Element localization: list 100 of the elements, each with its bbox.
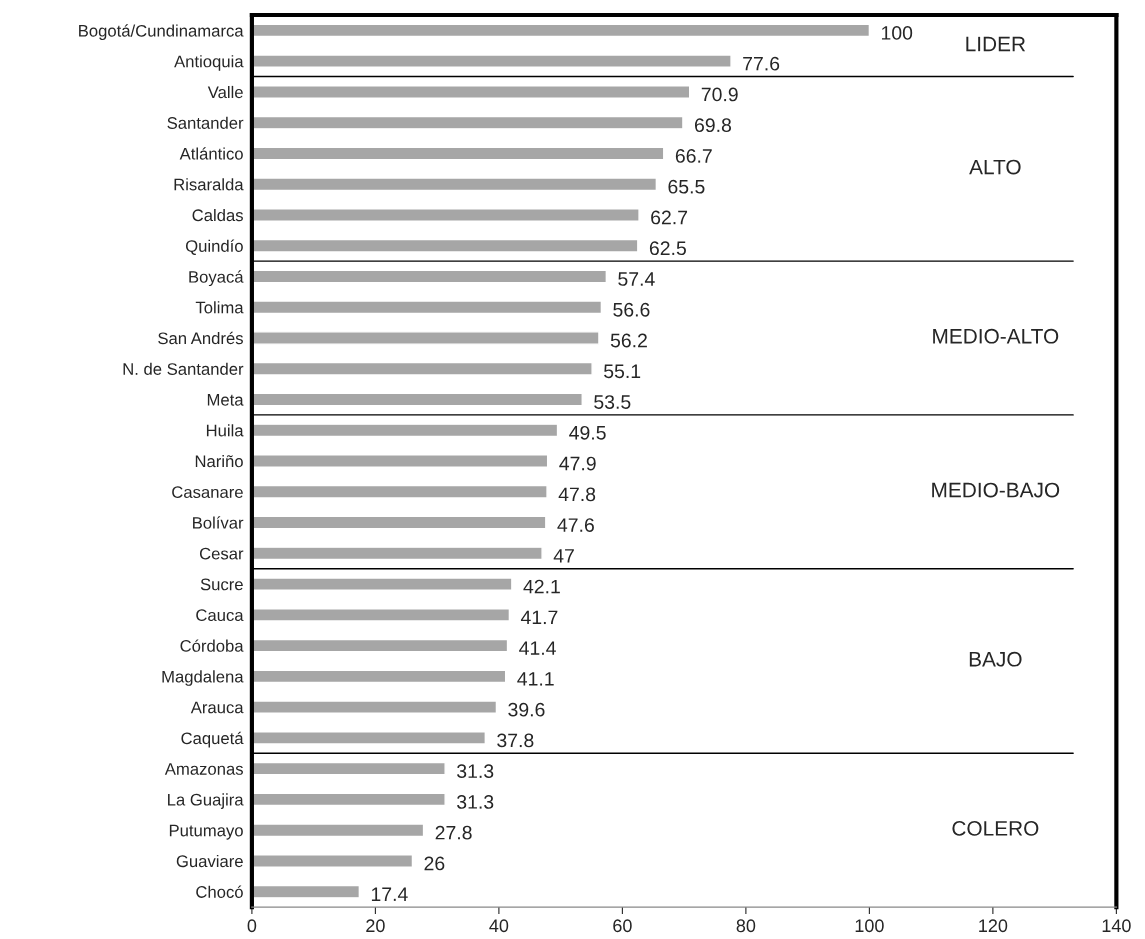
y-tick-label: Quindío bbox=[185, 239, 243, 255]
data-label: 31.3 bbox=[457, 764, 494, 779]
bar bbox=[251, 484, 548, 499]
bar bbox=[251, 300, 603, 315]
bar bbox=[251, 361, 593, 376]
y-tick-label: Caquetá bbox=[181, 731, 244, 748]
y-tick-label: San Andrés bbox=[158, 331, 243, 345]
y-tick-label: Risaralda bbox=[174, 178, 244, 191]
bar bbox=[251, 546, 543, 561]
data-label: 37.8 bbox=[497, 733, 534, 748]
data-label: 57.4 bbox=[618, 272, 655, 286]
x-tick-label: 0 bbox=[247, 919, 257, 933]
data-label: 62.7 bbox=[651, 210, 688, 225]
bar bbox=[251, 423, 559, 438]
data-label: 41.7 bbox=[520, 610, 558, 625]
y-tick-label: Amazonas bbox=[164, 763, 243, 775]
bar bbox=[251, 454, 549, 468]
bar bbox=[251, 761, 446, 776]
bar bbox=[251, 608, 511, 622]
bar bbox=[251, 515, 547, 530]
data-label: 47.8 bbox=[558, 487, 596, 502]
x-tick-label: 120 bbox=[979, 919, 1008, 933]
annotation: ALTO bbox=[969, 159, 1021, 175]
data-label: 39.6 bbox=[508, 702, 545, 717]
y-tick-label: Valle bbox=[207, 85, 243, 99]
bar bbox=[251, 700, 498, 714]
bar bbox=[251, 238, 639, 253]
bar bbox=[251, 208, 640, 222]
y-tick-label: Caldas bbox=[192, 208, 243, 222]
annotation: BAJO bbox=[969, 651, 1022, 667]
data-label: 26 bbox=[424, 856, 445, 871]
data-label: 100 bbox=[881, 26, 913, 40]
bar bbox=[251, 331, 600, 345]
y-tick-label: Meta bbox=[207, 394, 244, 406]
y-tick-label: Putumayo bbox=[169, 824, 243, 840]
annotation: COLERO bbox=[952, 821, 1039, 836]
x-tick-label: 140 bbox=[1102, 919, 1131, 933]
y-tick-label: Arauca bbox=[190, 701, 244, 714]
data-label: 41.1 bbox=[517, 672, 554, 686]
y-tick-label: Casanare bbox=[172, 486, 243, 499]
data-label: 42.1 bbox=[523, 579, 560, 594]
y-tick-label: Tolima bbox=[195, 301, 244, 314]
bar bbox=[251, 577, 513, 591]
bar bbox=[251, 54, 732, 69]
data-label: 31.3 bbox=[457, 795, 494, 809]
annotation: MEDIO-BAJO bbox=[932, 482, 1060, 498]
y-tick-label: Boyacá bbox=[189, 270, 244, 287]
y-tick-label: Atlántico bbox=[179, 147, 243, 160]
y-tick-label: Santander bbox=[167, 116, 244, 129]
data-label: 17.4 bbox=[371, 887, 408, 901]
annotation: MEDIO-ALTO bbox=[933, 328, 1059, 344]
y-tick-label: Chocó bbox=[196, 885, 243, 898]
data-label: 47.9 bbox=[559, 456, 596, 471]
data-label: 53.5 bbox=[594, 395, 631, 409]
bar bbox=[251, 115, 684, 130]
bar bbox=[251, 177, 658, 192]
bar bbox=[251, 638, 509, 653]
bar bbox=[251, 823, 425, 838]
y-tick-label: Bolívar bbox=[193, 516, 244, 529]
data-label: 27.8 bbox=[435, 825, 472, 840]
bar bbox=[251, 792, 446, 807]
bar bbox=[251, 85, 691, 99]
y-tick-label: Nariño bbox=[195, 455, 243, 468]
bar bbox=[251, 23, 871, 38]
data-label: 66.7 bbox=[675, 149, 712, 163]
bar bbox=[251, 146, 665, 161]
y-tick-label: Cesar bbox=[199, 547, 244, 560]
bar bbox=[251, 731, 487, 745]
y-tick-label: Sucre bbox=[200, 578, 243, 591]
data-label: 69.8 bbox=[695, 118, 732, 133]
x-tick-label: 60 bbox=[613, 919, 632, 933]
data-label: 56.2 bbox=[610, 333, 647, 348]
data-label: 55.1 bbox=[604, 364, 641, 379]
y-tick-label: Huila bbox=[206, 424, 244, 437]
data-label: 65.5 bbox=[668, 179, 705, 194]
x-tick-label: 40 bbox=[489, 919, 509, 933]
bar bbox=[251, 854, 414, 868]
y-tick-label: Guaviare bbox=[176, 854, 243, 868]
data-label: 49.5 bbox=[569, 425, 606, 440]
y-tick-label: Bogotá/Cundinamarca bbox=[79, 24, 244, 40]
bar bbox=[251, 884, 361, 899]
y-tick-label: La Guajira bbox=[168, 793, 244, 809]
data-label: 47 bbox=[553, 549, 574, 563]
y-tick-label: Cauca bbox=[196, 609, 244, 622]
y-tick-label: Magdalena bbox=[162, 670, 244, 686]
x-tick-label: 100 bbox=[855, 919, 884, 933]
y-tick-label: Antioquia bbox=[174, 55, 244, 71]
y-tick-label: N. de Santander bbox=[123, 362, 244, 375]
data-label: 56.6 bbox=[613, 302, 650, 317]
bar bbox=[251, 392, 583, 407]
x-tick-label: 80 bbox=[736, 919, 756, 933]
y-tick-label: Córdoba bbox=[180, 639, 244, 652]
x-tick-label: 20 bbox=[366, 919, 385, 933]
annotation: LIDER bbox=[966, 36, 1026, 52]
data-label: 70.9 bbox=[701, 87, 738, 102]
data-label: 62.5 bbox=[649, 241, 686, 256]
bar bbox=[251, 269, 608, 284]
data-label: 41.4 bbox=[519, 641, 556, 655]
data-label: 47.6 bbox=[557, 518, 594, 532]
data-label: 77.6 bbox=[743, 56, 780, 71]
